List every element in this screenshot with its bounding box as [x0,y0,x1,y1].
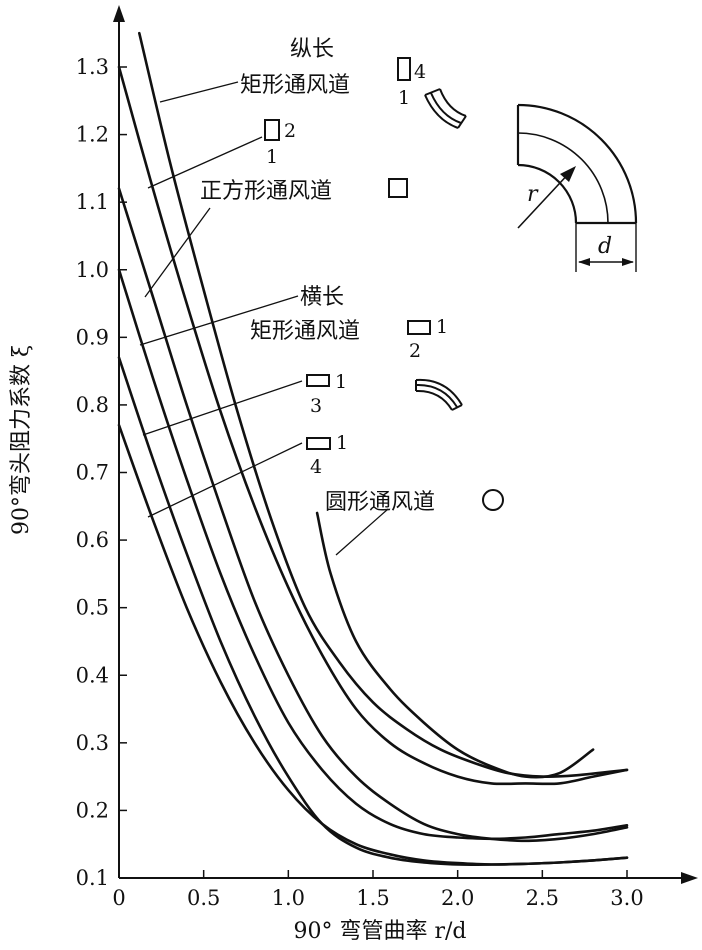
leader-zongchang-4-1 [159,81,239,103]
ratio-2-1-bottom: 1 [266,146,278,168]
series-group [117,31,629,866]
series-line-4 [117,268,629,841]
diagram-d-label: d [598,234,612,259]
ratio-1-3-bottom: 3 [310,395,322,417]
x-axis-title: 90° 弯管曲率 r/d [294,919,467,944]
y-tick-label: 0.6 [76,528,109,552]
small-bend-icon-middle [415,378,463,411]
leader-zhengfang [144,207,211,298]
y-tick-label: 0.3 [76,731,109,755]
leader-hengchang-1-4 [147,442,303,518]
ratio-4-1-top: 4 [414,61,426,83]
x-axis-arrow [681,872,698,884]
leader-hengchang-1-3 [142,380,303,436]
rect-4-1-icon [397,57,411,81]
series-line-7 [315,511,595,779]
leader-yuanxing [335,508,389,556]
label-juxing-zongchang: 矩形通风道 [240,73,350,98]
y-tick-label: 0.1 [76,866,109,890]
radius-arrow-head [560,166,576,182]
section-symbols [264,57,504,511]
x-tick-label: 2.5 [526,886,559,910]
y-axis-arrow [113,5,125,22]
y-tick-label: 0.2 [76,798,109,822]
x-tick-label: 0.5 [187,886,220,910]
series-line-2 [117,65,629,786]
y-tick-label: 1.3 [76,55,109,79]
x-tick-label: 3.0 [610,886,643,910]
leader-lines [139,81,389,556]
dim-arrow-left [578,258,590,266]
x-tick-label: 2.0 [441,886,474,910]
series-line-3 [117,187,629,843]
label-zongchang: 纵长 [290,37,334,62]
series-line-6 [117,423,629,866]
ratio-1-3-top: 1 [335,371,347,393]
ratio-1-2-top: 1 [436,316,448,338]
ticks: 0 0.5 1.0 1.5 2.0 2.5 3.0 0.1 0.2 0.3 0.4 0.5 0.6 0.7… [76,55,644,910]
dim-arrow-right [622,258,634,266]
leader-hengchang-1-2 [139,295,299,346]
ratio-1-4-top: 1 [336,432,348,454]
y-tick-label: 0.9 [76,325,109,349]
ratio-2-1-top: 2 [284,120,296,142]
rect-1-3-icon [306,374,330,387]
label-zhengfang: 正方形通风道 [200,179,332,204]
ratio-1-4-bottom: 4 [310,456,322,478]
elbow-inner-arc [517,163,578,224]
y-tick-label: 0.8 [76,393,109,417]
ratio-4-1-bottom: 1 [398,87,410,109]
diagram-r-label: r [527,182,539,207]
y-tick-label: 1.1 [76,190,109,214]
rect-1-2-icon [407,320,431,335]
x-tick-label: 1.5 [356,886,389,910]
circle-icon [482,489,504,511]
x-tick-label: 1.0 [272,886,305,910]
x-tick-label: 0 [112,886,125,910]
y-tick-label: 0.5 [76,596,109,620]
rect-1-4-icon [306,437,331,450]
label-juxing-hengchang: 矩形通风道 [250,319,360,344]
elbow-outer-arc [517,103,638,224]
rect-2-1-icon [264,119,280,141]
ratio-1-2-bottom: 2 [409,340,421,362]
y-tick-label: 1.2 [76,123,109,147]
axes [113,5,698,884]
y-tick-label: 0.4 [76,663,109,687]
elbow-mid-arc [517,132,609,224]
y-tick-label: 0.7 [76,461,109,485]
leader-zongchang-2-1 [147,136,263,189]
small-bend-icon-top [424,88,467,129]
y-axis-title: 90°弯头阻力系数 ξ [9,345,34,535]
label-yuanxing: 圆形通风道 [325,490,435,515]
y-tick-label: 1.0 [76,258,109,282]
elbow-diagram [516,103,638,272]
square-icon [388,178,408,198]
label-hengchang: 横长 [300,285,344,310]
